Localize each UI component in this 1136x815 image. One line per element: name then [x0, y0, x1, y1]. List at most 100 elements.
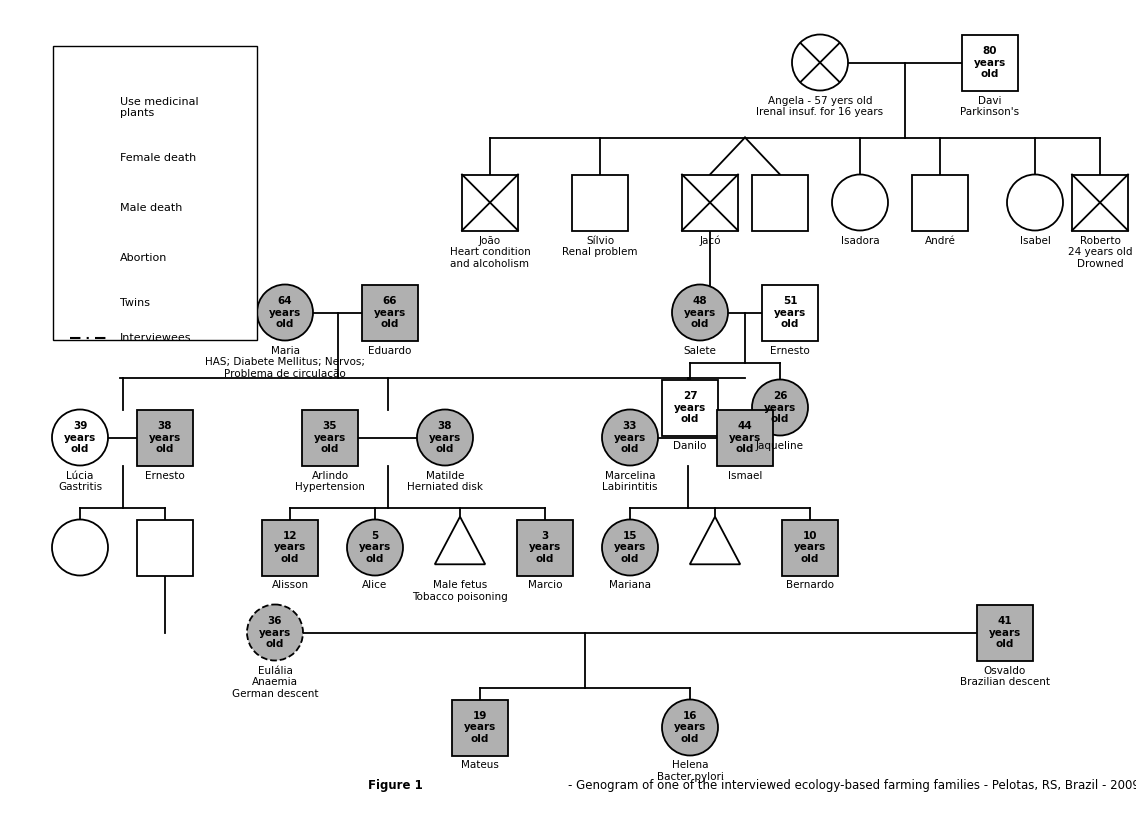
Circle shape — [792, 34, 847, 90]
FancyBboxPatch shape — [362, 284, 418, 341]
Circle shape — [74, 142, 106, 174]
Circle shape — [1006, 174, 1063, 231]
FancyBboxPatch shape — [782, 519, 838, 575]
Circle shape — [257, 284, 314, 341]
Text: 44
years
old: 44 years old — [729, 421, 761, 454]
Text: Female death: Female death — [120, 152, 197, 162]
Text: Abortion: Abortion — [120, 253, 167, 262]
Text: Isadora: Isadora — [841, 236, 879, 245]
FancyBboxPatch shape — [573, 174, 628, 231]
Circle shape — [247, 605, 303, 660]
FancyBboxPatch shape — [64, 289, 92, 316]
Text: 3
years
old: 3 years old — [529, 531, 561, 564]
Text: Isabel: Isabel — [1020, 236, 1051, 245]
Text: Jacó: Jacó — [700, 236, 720, 246]
Polygon shape — [435, 517, 485, 564]
FancyBboxPatch shape — [137, 409, 193, 465]
Text: Helena
Bacter pylori: Helena Bacter pylori — [657, 760, 724, 782]
Text: Bernardo: Bernardo — [786, 580, 834, 591]
FancyBboxPatch shape — [87, 289, 116, 316]
Text: Legend: Legend — [132, 59, 178, 72]
FancyBboxPatch shape — [462, 174, 518, 231]
FancyBboxPatch shape — [302, 409, 358, 465]
Text: Danilo: Danilo — [674, 440, 707, 451]
Text: Alice: Alice — [362, 580, 387, 591]
FancyBboxPatch shape — [762, 284, 818, 341]
FancyBboxPatch shape — [717, 409, 772, 465]
Circle shape — [346, 519, 403, 575]
Circle shape — [602, 409, 658, 465]
FancyBboxPatch shape — [1072, 174, 1128, 231]
FancyBboxPatch shape — [912, 174, 968, 231]
Text: Marcio: Marcio — [528, 580, 562, 591]
FancyBboxPatch shape — [752, 174, 808, 231]
Text: Arlindo
Hypertension: Arlindo Hypertension — [295, 470, 365, 492]
FancyBboxPatch shape — [962, 34, 1018, 90]
Circle shape — [417, 409, 473, 465]
Circle shape — [74, 91, 106, 124]
Text: 64
years
old: 64 years old — [269, 296, 301, 329]
Text: Ismael: Ismael — [728, 470, 762, 481]
Text: 33
years
old: 33 years old — [613, 421, 646, 454]
Circle shape — [832, 174, 888, 231]
Text: Jaqueline: Jaqueline — [755, 440, 804, 451]
Text: 16
years
old: 16 years old — [674, 711, 707, 744]
Text: Matilde
Herniated disk: Matilde Herniated disk — [407, 470, 483, 492]
FancyBboxPatch shape — [452, 699, 508, 756]
Text: Male death: Male death — [120, 202, 183, 213]
Circle shape — [673, 284, 728, 341]
Text: 12
years
old: 12 years old — [274, 531, 306, 564]
Text: 38
years
old: 38 years old — [429, 421, 461, 454]
Text: Twins: Twins — [120, 297, 150, 307]
Circle shape — [602, 519, 658, 575]
FancyBboxPatch shape — [662, 380, 718, 435]
Text: Mariana: Mariana — [609, 580, 651, 591]
Text: 51
years
old: 51 years old — [774, 296, 807, 329]
Text: Ernesto: Ernesto — [770, 346, 810, 355]
Text: 36
years
old: 36 years old — [259, 616, 291, 649]
Text: 10
years
old: 10 years old — [794, 531, 826, 564]
Text: 19
years
old: 19 years old — [463, 711, 496, 744]
Text: Lúcia
Gastritis: Lúcia Gastritis — [58, 470, 102, 492]
Text: André: André — [925, 236, 955, 245]
FancyBboxPatch shape — [262, 519, 318, 575]
Text: Marcelina
Labirintitis: Marcelina Labirintitis — [602, 470, 658, 492]
Text: Salete: Salete — [684, 346, 717, 355]
Text: Interviewees: Interviewees — [120, 333, 192, 342]
Text: Angela - 57 yers old
Irenal insuf. for 16 years: Angela - 57 yers old Irenal insuf. for 1… — [757, 95, 884, 117]
Text: 48
years
old: 48 years old — [684, 296, 716, 329]
FancyBboxPatch shape — [53, 46, 257, 340]
Text: 66
years
old: 66 years old — [374, 296, 407, 329]
Text: 38
years
old: 38 years old — [149, 421, 181, 454]
FancyBboxPatch shape — [74, 192, 106, 223]
Text: Osvaldo
Brazilian descent: Osvaldo Brazilian descent — [960, 666, 1050, 687]
Text: 15
years
old: 15 years old — [613, 531, 646, 564]
Circle shape — [52, 409, 108, 465]
Text: Male fetus
Tobacco poisoning: Male fetus Tobacco poisoning — [412, 580, 508, 602]
FancyBboxPatch shape — [517, 519, 573, 575]
Circle shape — [752, 380, 808, 435]
Circle shape — [52, 519, 108, 575]
Text: Maria
HAS; Diabete Mellitus; Nervos;
Problema de circulação: Maria HAS; Diabete Mellitus; Nervos; Pro… — [204, 346, 365, 379]
Text: 26
years
old: 26 years old — [763, 391, 796, 424]
Text: 41
years
old: 41 years old — [988, 616, 1021, 649]
Text: Figure 1: Figure 1 — [368, 779, 423, 792]
FancyBboxPatch shape — [682, 174, 738, 231]
FancyBboxPatch shape — [977, 605, 1033, 660]
Polygon shape — [76, 240, 105, 267]
Text: Davi
Parkinson's: Davi Parkinson's — [960, 95, 1020, 117]
Text: 35
years
old: 35 years old — [314, 421, 346, 454]
Polygon shape — [690, 517, 741, 564]
Text: - Genogram of one of the interviewed ecology-based farming families - Pelotas, R: - Genogram of one of the interviewed eco… — [568, 779, 1136, 792]
Text: Mateus: Mateus — [461, 760, 499, 770]
Text: 27
years
old: 27 years old — [674, 391, 707, 424]
FancyBboxPatch shape — [137, 519, 193, 575]
Text: Eulália
Anaemia
German descent: Eulália Anaemia German descent — [232, 666, 318, 698]
Text: 5
years
old: 5 years old — [359, 531, 391, 564]
Text: Sílvio
Renal problem: Sílvio Renal problem — [562, 236, 637, 257]
Text: Ernesto: Ernesto — [145, 470, 185, 481]
Text: 39
years
old: 39 years old — [64, 421, 97, 454]
Text: João
Heart condition
and alcoholism: João Heart condition and alcoholism — [450, 236, 531, 269]
Text: Eduardo: Eduardo — [368, 346, 411, 355]
Text: 80
years
old: 80 years old — [974, 46, 1006, 79]
